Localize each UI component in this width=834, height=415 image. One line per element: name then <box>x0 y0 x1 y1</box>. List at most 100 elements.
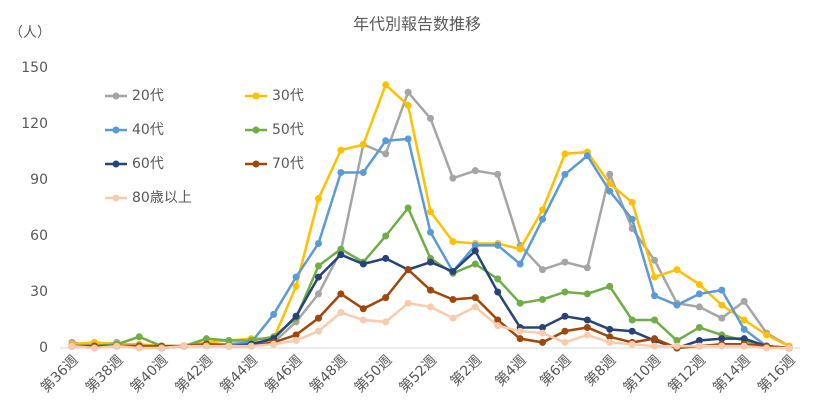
legend-swatch-marker <box>252 92 260 100</box>
data-point <box>314 273 322 281</box>
data-point <box>651 292 659 300</box>
data-point <box>337 309 345 317</box>
data-point <box>337 245 345 253</box>
data-point <box>270 340 278 348</box>
data-point <box>539 266 547 274</box>
data-point <box>68 342 76 350</box>
x-tick-label: 第40週 <box>127 352 171 396</box>
data-point <box>382 294 390 302</box>
data-point <box>449 174 457 182</box>
data-point <box>494 322 502 330</box>
data-point <box>494 288 502 296</box>
data-point <box>740 342 748 350</box>
data-point <box>516 327 524 335</box>
data-point <box>539 338 547 346</box>
data-point <box>314 290 322 298</box>
data-point <box>494 275 502 283</box>
data-point <box>449 238 457 246</box>
y-tick-label: 120 <box>21 116 48 132</box>
data-point <box>90 344 98 352</box>
data-point <box>471 167 479 175</box>
data-point <box>583 323 591 331</box>
data-point <box>382 137 390 145</box>
data-point <box>606 170 614 178</box>
data-point <box>718 314 726 322</box>
data-point <box>314 239 322 247</box>
x-tick-label: 第36週 <box>37 352 81 396</box>
data-point <box>673 266 681 274</box>
data-point <box>314 327 322 335</box>
data-point <box>516 260 524 268</box>
data-point <box>292 273 300 281</box>
data-point <box>718 286 726 294</box>
legend-label: 60代 <box>132 156 164 172</box>
data-point <box>359 305 367 313</box>
x-tick-label: 第12週 <box>665 352 709 396</box>
data-point <box>651 273 659 281</box>
data-point <box>494 241 502 249</box>
data-point <box>695 337 703 345</box>
data-point <box>471 247 479 255</box>
data-point <box>292 312 300 320</box>
data-point <box>494 170 502 178</box>
data-point <box>740 325 748 333</box>
data-point <box>404 135 412 143</box>
y-tick-label: 90 <box>30 172 48 188</box>
data-point <box>561 338 569 346</box>
data-point <box>404 299 412 307</box>
data-point <box>449 314 457 322</box>
x-tick-label: 第50週 <box>351 352 395 396</box>
data-point <box>718 342 726 350</box>
data-point <box>651 335 659 343</box>
data-point <box>718 335 726 343</box>
data-point <box>606 325 614 333</box>
data-point <box>695 290 703 298</box>
data-point <box>382 150 390 158</box>
data-point <box>471 294 479 302</box>
data-point <box>337 251 345 259</box>
data-point <box>651 316 659 324</box>
data-point <box>427 228 434 236</box>
data-point <box>382 232 390 240</box>
data-point <box>673 337 681 345</box>
data-point <box>359 141 367 149</box>
data-point <box>113 342 121 350</box>
data-point <box>247 342 255 350</box>
x-tick-label: 第10週 <box>620 352 664 396</box>
data-point <box>583 331 591 339</box>
data-point <box>606 282 614 290</box>
data-point <box>337 290 345 298</box>
data-point <box>763 331 771 339</box>
data-point <box>494 316 502 324</box>
data-point <box>471 303 479 311</box>
data-point <box>539 215 547 223</box>
data-point <box>651 256 659 264</box>
data-point <box>539 206 547 214</box>
data-point <box>158 344 166 352</box>
data-point <box>718 301 726 309</box>
legend-swatch-marker <box>112 126 120 134</box>
x-tick-label: 第6週 <box>536 352 574 390</box>
data-point <box>225 337 233 345</box>
legend-swatch-marker <box>112 194 120 202</box>
data-point <box>651 342 659 350</box>
legend-label: 40代 <box>132 122 164 138</box>
x-tick-label: 第4週 <box>492 352 530 390</box>
x-tick-label: 第2週 <box>447 352 485 390</box>
data-point <box>427 286 434 294</box>
data-point <box>292 282 300 290</box>
data-point <box>695 323 703 331</box>
data-point <box>427 114 434 122</box>
data-point <box>427 208 434 216</box>
data-point <box>785 344 793 352</box>
data-point <box>628 340 636 348</box>
data-point <box>561 170 569 178</box>
legend-label: 20代 <box>132 88 164 104</box>
data-point <box>471 241 479 249</box>
data-point <box>359 260 367 268</box>
x-tick-label: 第8週 <box>581 352 619 390</box>
legend-swatch-marker <box>252 160 260 168</box>
data-point <box>606 180 614 188</box>
data-point <box>404 204 412 212</box>
chart-title: 年代別報告数推移 <box>353 15 481 34</box>
